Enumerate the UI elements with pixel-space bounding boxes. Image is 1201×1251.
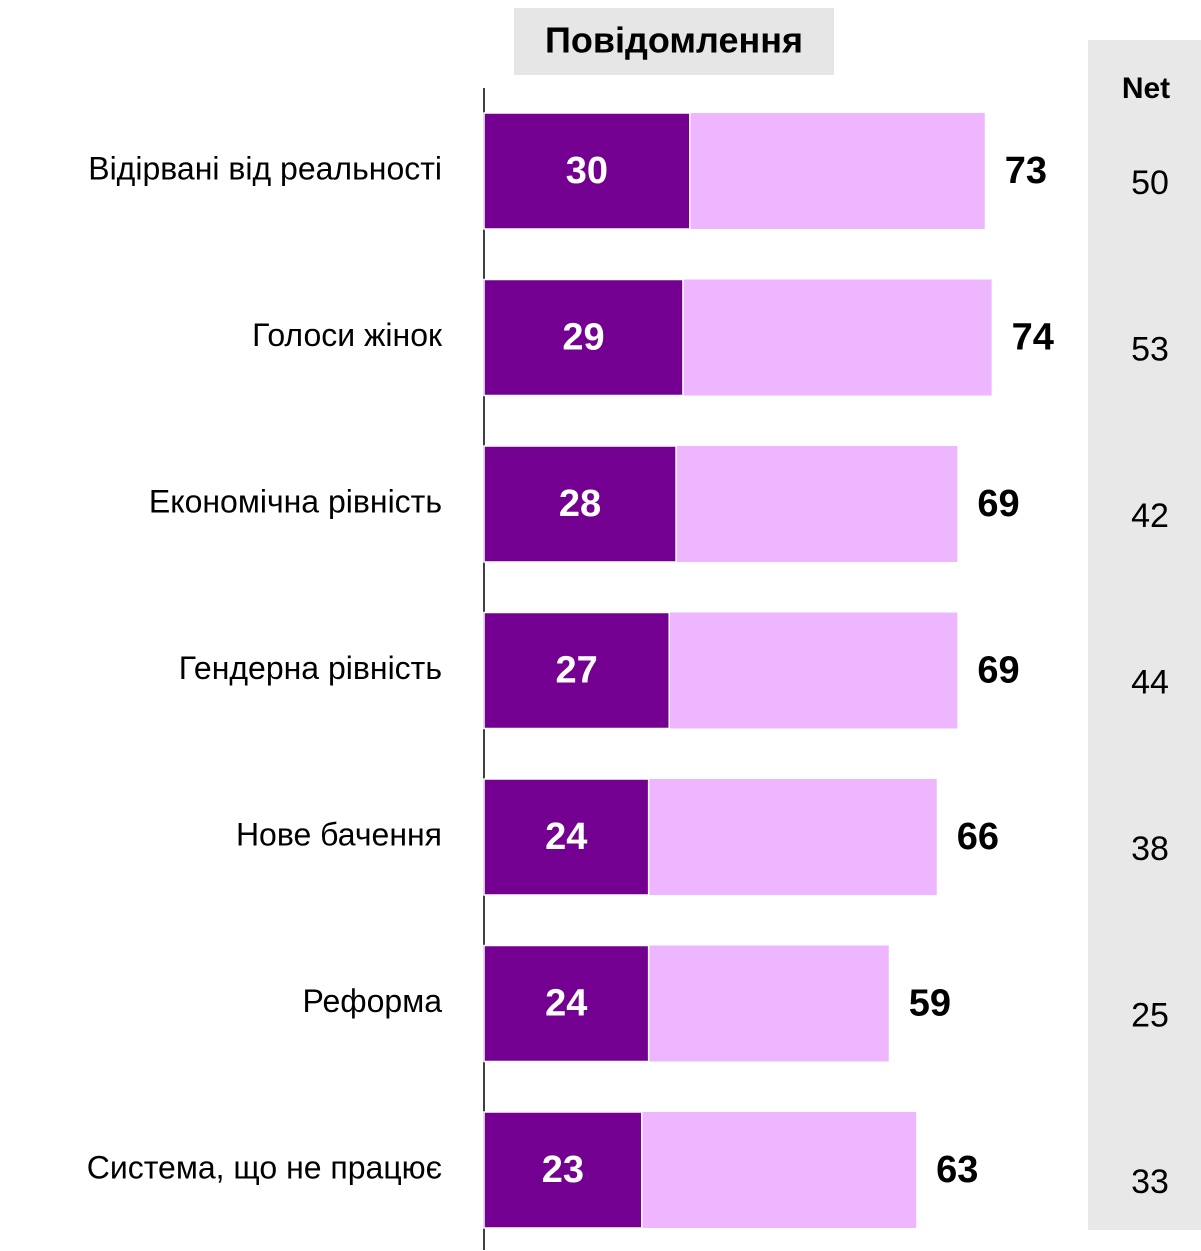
bar-segment xyxy=(483,112,691,230)
net-value: 44 xyxy=(1131,663,1169,701)
bar-segment xyxy=(483,611,670,730)
value-label: 27 xyxy=(555,650,597,692)
net-value: 38 xyxy=(1131,830,1169,868)
net-value: 42 xyxy=(1131,497,1169,535)
value-label: 29 xyxy=(562,317,604,359)
title-box xyxy=(514,8,834,75)
total-label: 63 xyxy=(936,1149,978,1191)
value-label: 30 xyxy=(566,150,608,192)
category-label: Відірвані від реальності xyxy=(88,150,442,186)
value-label: 24 xyxy=(545,816,587,858)
total-label: 59 xyxy=(909,983,951,1025)
category-label: Система, що не працює xyxy=(87,1149,442,1185)
bar-segment xyxy=(483,278,684,397)
net-column xyxy=(1088,40,1201,1230)
bar-segment xyxy=(483,778,650,896)
net-value: 53 xyxy=(1131,330,1169,368)
net-value: 50 xyxy=(1131,164,1169,202)
category-label: Нове бачення xyxy=(236,816,442,852)
net-value: 25 xyxy=(1131,996,1169,1034)
net-header: Net xyxy=(1122,72,1170,105)
chart-title: Повідомлення xyxy=(545,20,803,61)
total-label: 69 xyxy=(977,483,1019,525)
value-label: 24 xyxy=(545,983,587,1025)
value-label: 28 xyxy=(559,483,601,525)
bar-segment xyxy=(483,445,677,563)
bar-segment xyxy=(483,944,650,1063)
category-label: Реформа xyxy=(303,983,443,1019)
total-label: 69 xyxy=(977,650,1019,692)
bar-segment xyxy=(483,1111,643,1229)
value-label: 23 xyxy=(542,1149,584,1191)
total-label: 66 xyxy=(957,816,999,858)
total-label: 73 xyxy=(1005,150,1047,192)
total-label: 74 xyxy=(1012,317,1054,359)
net-value: 33 xyxy=(1131,1163,1169,1201)
category-label: Гендерна рівність xyxy=(179,650,442,686)
category-label: Голоси жінок xyxy=(252,317,443,353)
category-label: Економічна рівність xyxy=(149,483,442,519)
